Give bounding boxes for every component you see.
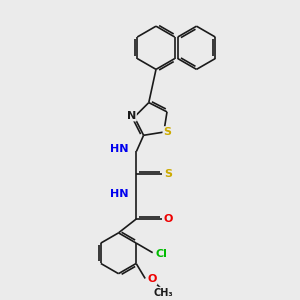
- Text: Cl: Cl: [156, 249, 168, 259]
- Text: O: O: [147, 274, 157, 284]
- Text: HN: HN: [110, 144, 128, 154]
- Text: S: S: [164, 127, 171, 137]
- Text: O: O: [164, 214, 173, 224]
- Text: CH₃: CH₃: [153, 288, 173, 298]
- Text: N: N: [127, 111, 136, 121]
- Text: S: S: [165, 169, 172, 179]
- Text: HN: HN: [110, 189, 128, 199]
